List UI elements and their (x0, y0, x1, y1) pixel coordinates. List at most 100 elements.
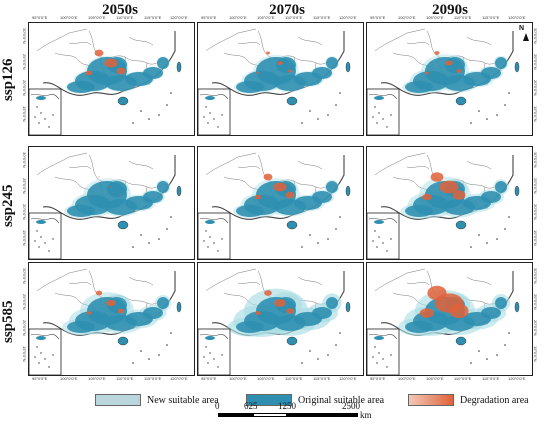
island-dot (170, 92, 172, 94)
island-dot (140, 234, 142, 236)
scale-tick-1250: 1250 (278, 401, 296, 411)
island-dot (327, 238, 329, 240)
inset-island-dot (38, 362, 40, 364)
original-suitable-area (157, 57, 169, 69)
south-china-sea-inset (367, 88, 400, 135)
lat-tick-label-left: 20°0'0"N (22, 204, 27, 220)
province-boundary (374, 28, 426, 52)
province-boundary (68, 42, 92, 46)
taiwan-island (345, 301, 351, 313)
inset-island-dot (205, 106, 207, 108)
inset-island-dot (213, 242, 215, 244)
lat-tick-label-right: 30°0'0"N (533, 152, 538, 168)
inset-island-dot (40, 236, 42, 238)
legend-swatch-original (246, 394, 292, 406)
degradation-area (85, 70, 93, 76)
lon-tick-label-bottom: 95°0'0"E (32, 376, 48, 381)
degradation-area (277, 61, 283, 65)
inset-island-dot (372, 356, 374, 358)
degradation-area (452, 190, 466, 200)
map-panel-ssp126-2050s (28, 22, 195, 136)
island-dot (301, 246, 303, 248)
island-dot (301, 362, 303, 364)
island-dot (140, 110, 142, 112)
degradation-area (434, 51, 440, 55)
south-china-sea-inset (198, 88, 231, 135)
map-svg (29, 152, 182, 259)
original-suitable-area (276, 57, 296, 73)
inset-island-dot (205, 346, 207, 348)
degradation-area (274, 299, 286, 307)
island-dot (478, 234, 480, 236)
island-dot (470, 122, 472, 124)
inset-island-dot (52, 238, 54, 240)
province-boundary (466, 36, 492, 46)
island-dot (504, 344, 506, 346)
original-suitable-area (157, 181, 169, 193)
original-suitable-area (326, 57, 338, 69)
lat-tick-label-right: 20°0'0"N (533, 80, 538, 96)
inset-island-dot (44, 118, 46, 120)
province-boundary (36, 28, 88, 52)
inset-island-dot (217, 366, 219, 368)
south-china-sea-inset (29, 212, 62, 259)
degradation-area (422, 193, 432, 201)
province-boundary (257, 30, 295, 59)
island-dot (317, 358, 319, 360)
island-dot (335, 344, 337, 346)
south-china-sea-inset (29, 88, 62, 135)
map-svg (367, 28, 520, 135)
island-dot (132, 362, 134, 364)
island-dot (478, 350, 480, 352)
original-suitable-area (326, 297, 338, 309)
lon-tick-label-bottom: 115°0'0"E (313, 376, 331, 381)
province-boundary (36, 268, 88, 292)
island-dot (170, 216, 172, 218)
taiwan-island (514, 61, 520, 73)
lon-tick-label-bottom: 105°0'0"E (257, 376, 275, 381)
lon-tick-label-bottom: 100°0'0"E (60, 376, 78, 381)
lat-tick-label-right: 20°0'0"N (533, 204, 538, 220)
inset-suitable-area (374, 96, 384, 100)
taiwan-island (176, 185, 182, 197)
column-title-2090s: 2090s (432, 2, 468, 18)
degradation-area (288, 69, 292, 73)
inset-island-dot (390, 238, 392, 240)
legend-label-degradation: Degradation area (460, 394, 529, 406)
legend-new-suitable-area: New suitable area (95, 394, 219, 406)
province-boundary (426, 30, 464, 59)
degradation-area (430, 172, 444, 182)
lon-tick-label-top: 120°0'0"E (508, 15, 526, 20)
inset-island-dot (209, 112, 211, 114)
province-boundary (466, 276, 492, 286)
inset-suitable-area (36, 220, 46, 224)
south-china-sea-inset (29, 328, 62, 375)
lat-tick-label-left: 25°0'0"N (22, 54, 27, 70)
hainan-island (455, 96, 467, 106)
inset-island-dot (372, 240, 374, 242)
province-boundary (466, 160, 492, 170)
lat-tick-label-right: 15°0'0"N (533, 346, 538, 362)
inset-island-dot (386, 250, 388, 252)
inset-island-dot (38, 122, 40, 124)
lat-tick-label-left: 25°0'0"N (22, 294, 27, 310)
island-dot (504, 228, 506, 230)
inset-island-dot (209, 236, 211, 238)
lon-tick-label-top: 110°0'0"E (285, 15, 303, 20)
inset-island-dot (372, 116, 374, 118)
column-title-2050s: 2050s (102, 2, 138, 18)
degradation-area (445, 60, 453, 66)
lat-tick-label-right: 25°0'0"N (533, 294, 538, 310)
island-dot (508, 216, 510, 218)
lon-tick-label-bottom: 105°0'0"E (88, 376, 106, 381)
lon-tick-label-bottom: 120°0'0"E (339, 376, 357, 381)
original-suitable-area (157, 297, 169, 309)
degradation-area (106, 299, 116, 307)
lon-tick-label-bottom: 100°0'0"E (398, 376, 416, 381)
inset-island-dot (44, 358, 46, 360)
original-suitable-area (481, 307, 501, 319)
degradation-area (98, 176, 100, 178)
hainan-island (117, 96, 129, 106)
inset-island-dot (52, 354, 54, 356)
lat-tick-label-left: 30°0'0"N (22, 268, 27, 284)
